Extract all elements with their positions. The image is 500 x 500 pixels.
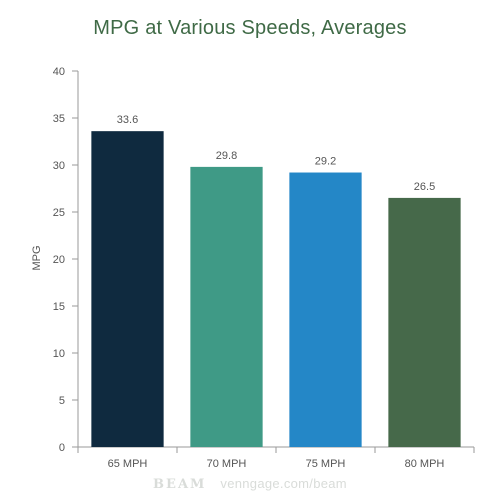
bar xyxy=(190,166,263,447)
x-tick-label: 80 MPH xyxy=(405,458,445,470)
bar xyxy=(91,131,164,447)
y-tick-label: 25 xyxy=(53,207,65,219)
y-tick-label: 10 xyxy=(53,348,65,360)
y-tick-label: 35 xyxy=(53,113,65,125)
bar xyxy=(388,197,461,447)
y-tick-label: 40 xyxy=(53,66,65,78)
bar-value-label: 29.2 xyxy=(315,156,336,168)
bar-value-label: 29.8 xyxy=(216,150,237,162)
y-tick-label: 15 xyxy=(53,301,65,313)
bar xyxy=(289,172,362,447)
bars xyxy=(91,131,461,447)
watermark: BEAM venngage.com/beam xyxy=(0,476,500,492)
data-labels: 33.6 29.8 29.2 26.5 xyxy=(117,114,435,193)
bar-value-label: 26.5 xyxy=(414,181,435,193)
y-tick-label: 5 xyxy=(59,395,65,407)
y-axis-label: MPG xyxy=(31,245,43,270)
chart-title: MPG at Various Speeds, Averages xyxy=(93,17,407,39)
x-tick-label: 70 MPH xyxy=(207,458,247,470)
x-tick-label: 65 MPH xyxy=(108,458,148,470)
x-axis: 65 MPH 70 MPH 75 MPH 80 MPH xyxy=(77,446,475,470)
watermark-brand: BEAM xyxy=(153,477,207,492)
y-tick-label: 0 xyxy=(59,442,65,454)
bar-value-label: 33.6 xyxy=(117,114,138,126)
y-tick-label: 20 xyxy=(53,254,65,266)
watermark-url: venngage.com/beam xyxy=(220,476,347,491)
x-tick-label: 75 MPH xyxy=(306,458,346,470)
y-axis: 0 5 10 15 20 25 30 35 40 xyxy=(53,66,79,454)
y-tick-label: 30 xyxy=(53,160,65,172)
